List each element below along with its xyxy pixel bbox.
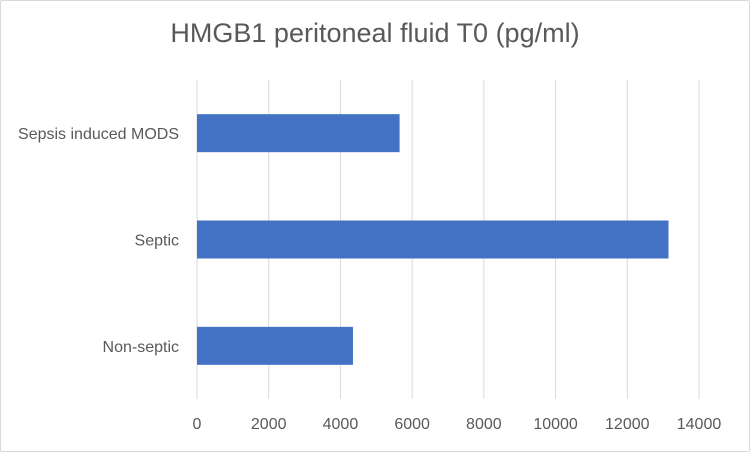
x-tick-label-7: 14000 (677, 416, 722, 433)
chart-title: HMGB1 peritoneal fluid T0 (pg/ml) (170, 18, 580, 48)
bar-1 (197, 220, 669, 259)
bar-2 (197, 326, 353, 365)
category-label-0: Sepsis induced MODS (18, 126, 179, 143)
y-axis-categories: Sepsis induced MODS Septic Non-septic (18, 126, 179, 356)
category-label-1: Septic (135, 233, 179, 250)
x-tick-label-2: 4000 (323, 416, 359, 433)
x-tick-label-1: 2000 (251, 416, 287, 433)
bar-0 (197, 114, 400, 153)
x-tick-label-3: 6000 (394, 416, 430, 433)
x-tick-label-6: 12000 (605, 416, 650, 433)
bars (197, 114, 669, 365)
x-tick-label-4: 8000 (466, 416, 502, 433)
category-label-2: Non-septic (103, 339, 179, 356)
x-tick-label-5: 10000 (533, 416, 578, 433)
x-tick-label-0: 0 (193, 416, 202, 433)
x-axis: 0 2000 4000 6000 8000 10000 12000 14000 (193, 416, 722, 433)
